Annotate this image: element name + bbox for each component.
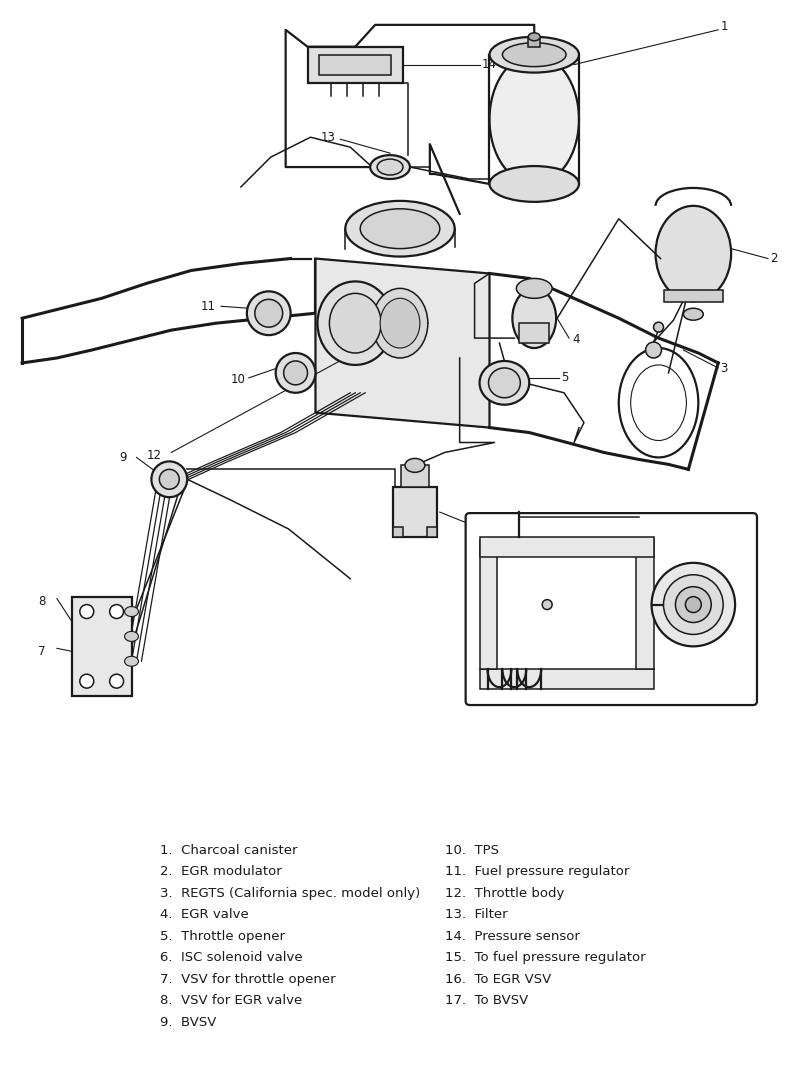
Text: 9: 9: [119, 451, 127, 464]
Ellipse shape: [651, 563, 735, 646]
Ellipse shape: [346, 201, 454, 257]
Ellipse shape: [675, 586, 711, 622]
Text: 8.  VSV for EGR valve: 8. VSV for EGR valve: [160, 994, 302, 1008]
Text: 11.  Fuel pressure regulator: 11. Fuel pressure regulator: [445, 865, 630, 878]
Ellipse shape: [125, 657, 138, 666]
Text: 5.  Throttle opener: 5. Throttle opener: [160, 930, 285, 943]
Text: 11: 11: [201, 300, 216, 313]
Text: 16.  To EGR VSV: 16. To EGR VSV: [445, 973, 551, 986]
Polygon shape: [72, 596, 131, 697]
Text: 15.  To fuel pressure regulator: 15. To fuel pressure regulator: [445, 951, 646, 964]
Ellipse shape: [683, 308, 703, 320]
Bar: [479, 540, 498, 670]
Text: 17.  To BVSV: 17. To BVSV: [445, 994, 528, 1008]
Bar: [519, 323, 549, 343]
Ellipse shape: [255, 299, 282, 327]
Ellipse shape: [80, 674, 94, 688]
Ellipse shape: [490, 37, 579, 72]
Ellipse shape: [405, 458, 425, 472]
Text: 7: 7: [38, 645, 46, 658]
Ellipse shape: [110, 674, 123, 688]
Bar: [319, 55, 391, 75]
Ellipse shape: [490, 55, 579, 184]
Ellipse shape: [542, 599, 552, 609]
Text: 5: 5: [695, 684, 702, 694]
Text: 15: 15: [507, 521, 522, 530]
Text: 5: 5: [561, 372, 569, 384]
Text: 3.  REGTS (California spec. model only): 3. REGTS (California spec. model only): [160, 887, 420, 900]
Ellipse shape: [151, 461, 187, 497]
Bar: [401, 465, 429, 487]
Ellipse shape: [247, 292, 290, 335]
Ellipse shape: [360, 208, 440, 248]
Text: 3: 3: [720, 363, 727, 376]
Ellipse shape: [372, 288, 428, 357]
Text: 16: 16: [474, 632, 489, 642]
Ellipse shape: [686, 596, 702, 612]
Text: 10: 10: [231, 374, 246, 387]
Text: 14.  Pressure sensor: 14. Pressure sensor: [445, 930, 580, 943]
Ellipse shape: [125, 607, 138, 617]
Bar: [393, 527, 403, 537]
Bar: [307, 46, 403, 82]
Text: 8: 8: [38, 595, 46, 608]
Text: 1.  Charcoal canister: 1. Charcoal canister: [160, 843, 298, 856]
Bar: [479, 670, 654, 689]
Text: 4.  EGR valve: 4. EGR valve: [160, 908, 249, 921]
Text: 1: 1: [720, 21, 728, 33]
Text: 14: 14: [482, 58, 497, 71]
Text: 4: 4: [572, 333, 579, 346]
Text: 13: 13: [321, 131, 335, 144]
Text: 6: 6: [466, 516, 474, 529]
Ellipse shape: [80, 605, 94, 619]
Ellipse shape: [159, 470, 179, 489]
Bar: [427, 527, 437, 537]
Text: 17: 17: [474, 651, 489, 661]
Ellipse shape: [502, 43, 566, 67]
Ellipse shape: [490, 166, 579, 202]
Ellipse shape: [663, 575, 723, 634]
Text: 6.  ISC solenoid valve: 6. ISC solenoid valve: [160, 951, 302, 964]
Ellipse shape: [489, 368, 520, 397]
Ellipse shape: [377, 159, 403, 175]
FancyBboxPatch shape: [466, 513, 757, 705]
Ellipse shape: [479, 361, 530, 405]
Bar: [528, 37, 540, 46]
Text: 9.  BVSV: 9. BVSV: [160, 1015, 216, 1028]
Ellipse shape: [528, 32, 540, 41]
Text: 7.  VSV for throttle opener: 7. VSV for throttle opener: [160, 973, 336, 986]
Text: 12: 12: [146, 449, 162, 462]
Text: 2.  EGR modulator: 2. EGR modulator: [160, 865, 282, 878]
Text: 2: 2: [770, 252, 778, 265]
Ellipse shape: [370, 156, 410, 179]
Text: 10.  TPS: 10. TPS: [445, 843, 499, 856]
Bar: [636, 540, 654, 670]
Ellipse shape: [654, 322, 663, 333]
Ellipse shape: [318, 282, 393, 365]
Text: 13.  Filter: 13. Filter: [445, 908, 508, 921]
Ellipse shape: [284, 361, 307, 384]
Polygon shape: [315, 258, 490, 428]
Ellipse shape: [380, 298, 420, 348]
Text: 12: 12: [644, 684, 658, 694]
Ellipse shape: [646, 342, 662, 357]
Ellipse shape: [110, 605, 123, 619]
Ellipse shape: [655, 206, 731, 301]
Ellipse shape: [276, 353, 315, 393]
Ellipse shape: [125, 632, 138, 642]
Bar: [663, 291, 723, 302]
Ellipse shape: [330, 294, 381, 353]
Bar: [393, 487, 437, 537]
Ellipse shape: [516, 279, 552, 298]
Bar: [479, 537, 654, 557]
Ellipse shape: [512, 288, 556, 348]
Text: 12.  Throttle body: 12. Throttle body: [445, 887, 564, 900]
